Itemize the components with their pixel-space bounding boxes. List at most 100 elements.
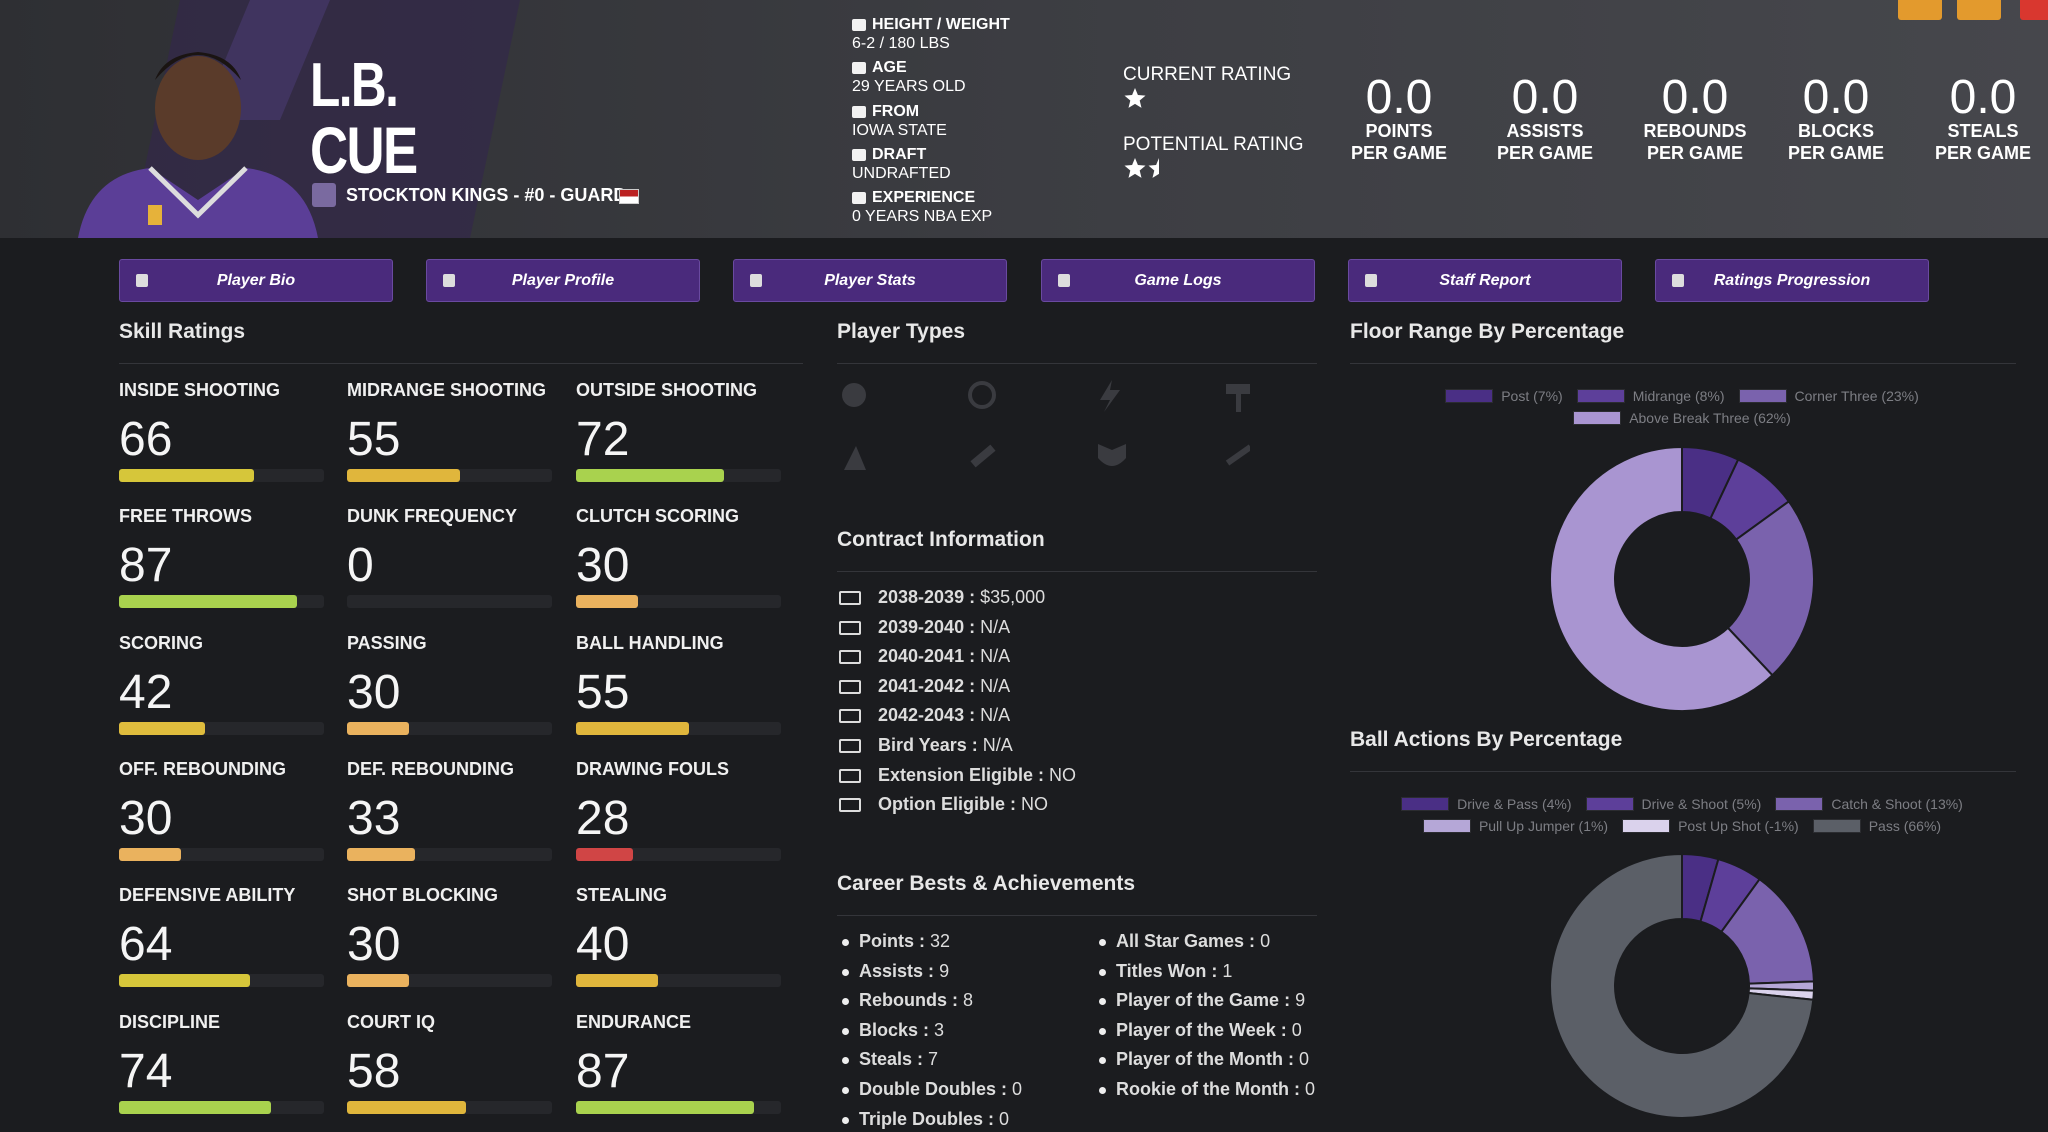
career-value: 0 [999,1108,1010,1129]
bullet [842,1087,849,1094]
legend-label: Midrange (8%) [1632,388,1725,404]
legend-swatch [1445,389,1494,403]
nav-button[interactable]: Player Profile [426,259,700,302]
bullet [842,998,849,1006]
nav-label[interactable]: Player Bio [216,271,296,289]
nav-button[interactable]: Player Stats [733,259,1007,302]
rating-label: FREE THROWS [119,506,252,527]
nav-icon [443,274,455,287]
stat-value: 0.0 [1661,71,1729,124]
rating-bar [576,469,724,482]
nav-icon [1365,274,1377,287]
contract-row: 2040-2041 : N/A [878,646,1010,667]
legend-swatch [1812,819,1861,833]
nav-button[interactable]: Player Bio [119,259,393,302]
stat-label: PER GAME [1646,143,1743,163]
donut-slice [1549,445,1774,712]
contract-label: Bird Years : [878,735,978,755]
stat-label: POINTS [1365,121,1433,141]
career-value: 3 [934,1019,945,1040]
info-icon [852,62,866,75]
last-name: CUE [310,113,418,187]
legend-label: Post (7%) [1501,388,1563,404]
stat-label: PER GAME [1350,143,1447,163]
nav-button[interactable]: Game Logs [1041,259,1315,302]
bullet [842,939,849,946]
contract-label: Option Eligible : [878,794,1016,815]
legend-swatch [1401,797,1450,811]
rating-value: 55 [347,413,401,466]
nav-label[interactable]: Player Profile [511,271,615,289]
info-value: IOWA STATE [852,121,947,139]
bullet [1099,1027,1106,1035]
prev-button[interactable] [1898,0,1942,20]
rating-label: OFF. REBOUNDING [119,758,287,779]
divider [837,571,1317,572]
career-value: 0 [1260,931,1271,951]
career-label: Steals : [859,1049,924,1070]
career-row: Rookie of the Month : 0 [1116,1079,1315,1100]
chart-title: Floor Range By Percentage [1350,320,1625,343]
info-value: 29 YEARS OLD [852,78,966,96]
contract-icon [839,768,861,783]
rating-label: MIDRANGE SHOOTING [347,380,547,400]
contract-value: N/A [982,735,1013,755]
info-icon [852,19,866,31]
bullet [1099,939,1106,946]
legend-swatch [1573,411,1622,425]
donut-slice [1549,852,1815,1119]
rating-star [1124,158,1146,178]
contract-icon [839,591,861,605]
stat-value: 0.0 [1511,71,1579,124]
rating-label: INSIDE SHOOTING [119,380,281,400]
career-row: Rebounds : 8 [859,990,973,1011]
career-value: 0 [1299,1049,1310,1070]
career-row: Titles Won : 1 [1116,961,1232,982]
rating-value: 66 [119,413,173,466]
contract-icon [839,679,861,694]
nav-label[interactable]: Game Logs [1134,271,1222,289]
stat-label: STEALS [1947,121,2019,141]
first-name: L.B. [310,51,399,120]
career-value: 0 [1012,1079,1023,1099]
career-value: 32 [930,931,951,951]
contract-label: 2039-2040 : [878,616,976,637]
career-row: Points : 32 [859,931,950,952]
rating-label: DUNK FREQUENCY [347,506,518,527]
contract-row: Option Eligible : NO [878,794,1048,815]
stat-label: ASSISTS [1506,121,1584,141]
contract-label: 2038-2039 : [878,587,976,607]
career-label: Player of the Week : [1116,1019,1287,1040]
rating-value: 72 [576,413,630,466]
info-label: FROM [872,102,920,120]
flag [619,189,639,204]
nav-label[interactable]: Staff Report [1439,271,1531,289]
legend-label: Drive & Pass (4%) [1457,796,1572,812]
stat-value: 0.0 [1949,71,2017,124]
legend-swatch [1422,819,1471,833]
legend: Drive & Pass (4%) Drive & Shoot (5%) Catch… [1382,796,1982,834]
career-label: Assists : [859,960,935,981]
stat-label: PER GAME [1934,143,2031,163]
nav-icon [1058,274,1070,287]
close-button[interactable] [2020,0,2048,20]
legend-item: Post Up Shot (-1%) [1622,818,1799,834]
contract-icon [839,650,861,665]
section-title: Player Types [837,320,966,343]
nav-label[interactable]: Player Stats [824,271,916,289]
contract-value: $35,000 [980,587,1046,607]
career-value: 7 [928,1049,939,1070]
rating-label: DEFENSIVE ABILITY [119,885,296,906]
next-button[interactable] [1957,0,2001,20]
nav-button[interactable]: Staff Report [1348,259,1622,302]
current-rating-label: CURRENT RATING [1123,64,1292,85]
divider [837,363,1317,364]
nav-button[interactable]: Ratings Progression [1655,259,1929,302]
career-row: Player of the Month : 0 [1116,1049,1309,1070]
legend-label: Catch & Shoot (13%) [1831,796,1963,812]
info-label: DRAFT [872,145,927,163]
rating-value: 40 [576,918,630,972]
rating-label: SCORING [119,632,204,653]
nav-label[interactable]: Ratings Progression [1713,271,1871,289]
